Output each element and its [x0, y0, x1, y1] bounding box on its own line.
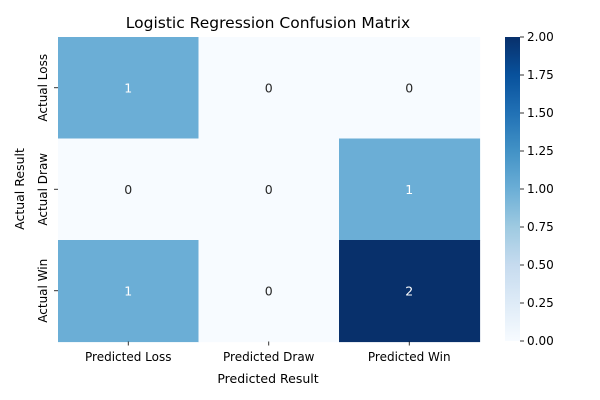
cell-value-label: 1 [124, 283, 132, 298]
heatmap-cell [198, 37, 340, 140]
heatmap-cell [58, 138, 200, 241]
colorbar-tick-label: 1.75 [527, 68, 554, 82]
colorbar-tick-label: 1.00 [527, 182, 554, 196]
chart-title: Logistic Regression Confusion Matrix [126, 14, 410, 32]
x-tick-label: Predicted Draw [223, 350, 315, 364]
heatmap-cell [198, 240, 340, 343]
colorbar-tick-label: 1.50 [527, 106, 554, 120]
heatmap-cell [339, 240, 481, 343]
colorbar-tick-label: 0.50 [527, 258, 554, 272]
colorbar-tick-label: 2.00 [527, 30, 554, 44]
heatmap-cells: 1 0 0 0 0 1 1 0 2 [58, 37, 481, 343]
cell-value-label: 0 [265, 283, 273, 298]
x-tick-labels: Predicted Loss Predicted Draw Predicted Wi… [85, 341, 451, 364]
heatmap-cell [58, 240, 200, 343]
y-tick-label: Actual Loss [36, 54, 50, 122]
colorbar-tick-label: 0.25 [527, 296, 554, 310]
heatmap-cell [58, 37, 200, 140]
colorbar-ticks: 0.00 0.25 0.50 0.75 1.00 1.25 1.50 1.75 2.00 [520, 30, 554, 348]
heatmap-cell [339, 138, 481, 241]
cell-value-label: 1 [124, 80, 132, 95]
colorbar-tick-label: 0.00 [527, 334, 554, 348]
cell-value-label: 2 [405, 283, 413, 298]
cell-value-label: 0 [124, 182, 132, 197]
cell-value-label: 0 [265, 182, 273, 197]
colorbar-gradient [505, 37, 520, 341]
y-tick-label: Actual Draw [36, 153, 50, 226]
colorbar: 0.00 0.25 0.50 0.75 1.00 1.25 1.50 1.75 2.00 [505, 30, 554, 348]
y-tick-label: Actual Win [36, 259, 50, 323]
heatmap-cell [198, 138, 340, 241]
x-tick-label: Predicted Win [368, 350, 451, 364]
y-tick-labels: Actual Loss Actual Draw Actual Win [36, 54, 58, 323]
colorbar-tick-label: 1.25 [527, 144, 554, 158]
heatmap-cell [339, 37, 481, 140]
colorbar-tick-label: 0.75 [527, 220, 554, 234]
y-axis-label: Actual Result [12, 148, 27, 230]
x-axis-label: Predicted Result [217, 371, 318, 386]
cell-value-label: 1 [405, 182, 413, 197]
x-tick-label: Predicted Loss [85, 350, 171, 364]
cell-value-label: 0 [405, 80, 413, 95]
cell-value-label: 0 [265, 80, 273, 95]
